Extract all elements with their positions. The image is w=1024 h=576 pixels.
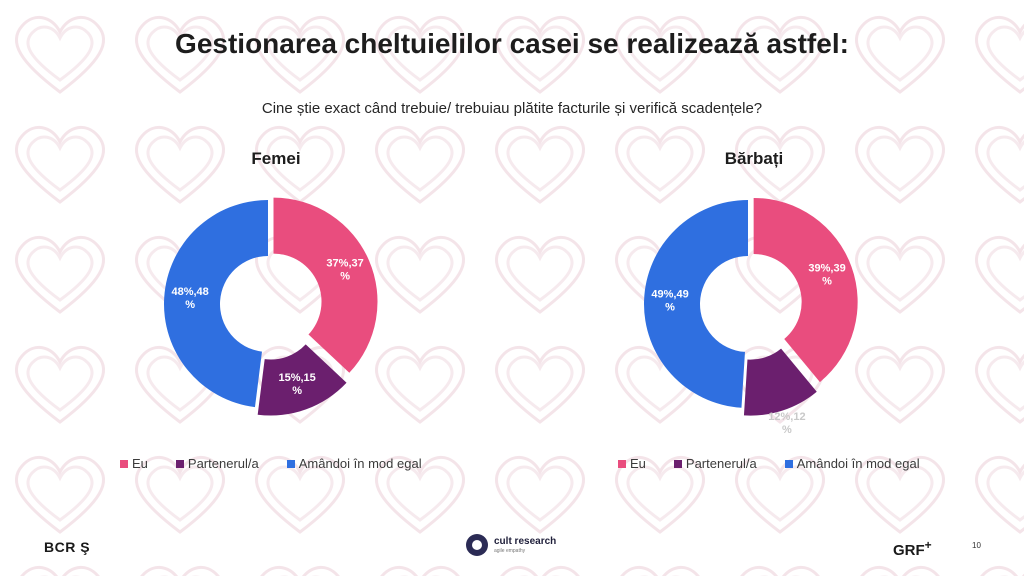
- bcr-logo-symbol: Ş: [80, 539, 91, 555]
- donut-slice-eu: [273, 197, 378, 373]
- donut-slice-partener: [257, 344, 347, 416]
- donut-chart-femei: 37%,37 % 15%,15 % 48%,48%: [163, 197, 378, 416]
- legend-label-partener: Partenerul/a: [685, 456, 757, 471]
- data-label-amandoi: 49%,49%: [651, 289, 688, 314]
- grf-logo-text: GRF: [893, 542, 925, 559]
- legend-label-eu: Eu: [132, 456, 148, 471]
- legend-item-amandoi: Amândoi în mod egal: [286, 456, 422, 471]
- donut-chart-barbati: 39%,39 % 12%,12 % 49%,49%: [644, 197, 858, 436]
- legend-label-amandoi: Amândoi în mod egal: [796, 456, 920, 471]
- cult-logo-tagline: agile empathy: [494, 547, 526, 554]
- data-label-eu: 37%,37%: [326, 258, 363, 283]
- chart-title-barbati: Bărbați: [724, 149, 784, 168]
- donut-slice-partener: [743, 348, 817, 416]
- legend-femei: Eu Partenerul/a Amândoi în mod egal: [120, 456, 422, 471]
- bcr-logo: BCR Ş: [44, 539, 90, 555]
- slide-title: Gestionarea cheltuielilor casei se reali…: [175, 28, 849, 59]
- legend-barbati: Eu Partenerul/a Amândoi în mod egal: [618, 456, 920, 471]
- legend-item-eu: Eu: [618, 456, 646, 471]
- data-label-eu: 39%,39%: [808, 263, 845, 288]
- page-number: 10: [972, 541, 981, 550]
- data-label-partener: 12%,12%: [768, 411, 805, 436]
- slide-subtitle: Cine știe exact când trebuie/ trebuiau p…: [261, 100, 763, 117]
- legend-swatch-amandoi: [286, 459, 295, 468]
- legend-item-amandoi: Amândoi în mod egal: [784, 456, 920, 471]
- legend-item-partener: Partenerul/a: [673, 456, 757, 471]
- legend-item-eu: Eu: [120, 456, 148, 471]
- legend-label-eu: Eu: [630, 456, 646, 471]
- cult-logo-icon: [466, 534, 488, 556]
- donut-slice-amandoi: [644, 200, 748, 408]
- bcr-logo-text: BCR: [44, 539, 76, 555]
- legend-swatch-amandoi: [784, 459, 793, 468]
- legend-swatch-partener: [175, 459, 184, 468]
- donut-slice-amandoi: [163, 200, 268, 408]
- legend-label-amandoi: Amândoi în mod egal: [298, 456, 422, 471]
- donut-slice-eu: [753, 197, 858, 383]
- data-label-partener: 15%,15%: [278, 372, 315, 397]
- legend-label-partener: Partenerul/a: [187, 456, 259, 471]
- grf-logo: GRF+: [893, 538, 932, 559]
- legend-swatch-eu: [618, 459, 626, 468]
- legend-item-partener: Partenerul/a: [175, 456, 259, 471]
- cult-research-logo: cult research agile empathy: [466, 534, 556, 556]
- data-label-amandoi: 48%,48%: [171, 286, 208, 311]
- chart-title-femei: Femei: [251, 149, 301, 168]
- grf-logo-plus: +: [924, 538, 932, 552]
- cult-logo-name: cult research: [494, 535, 557, 547]
- legend-swatch-eu: [120, 459, 128, 468]
- legend-swatch-partener: [673, 459, 682, 468]
